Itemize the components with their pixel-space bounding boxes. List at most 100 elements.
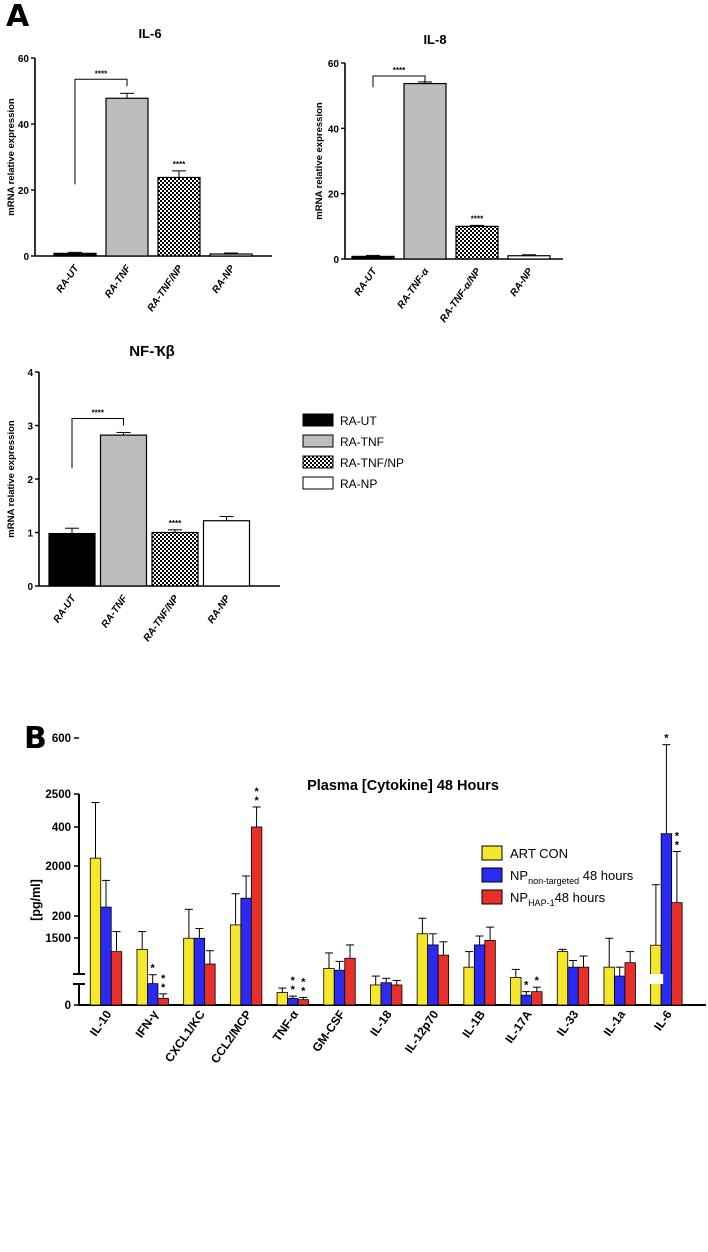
significance-bracket [74, 78, 128, 185]
significance-label: * [254, 786, 259, 798]
significance-label: * [675, 839, 680, 851]
legend-label: RA-UT [340, 414, 377, 428]
y-tick-label: 0 [333, 255, 339, 266]
bar-ra-tnf-np [151, 531, 199, 587]
bar-il-18-s0 [370, 984, 382, 1006]
bar-tnf--s1 [287, 997, 299, 1006]
bar-il-12p70-s0 [416, 933, 429, 1006]
significance-label: **** [95, 69, 108, 78]
panel-b-letter: B [24, 721, 47, 756]
panel-a-legend: RA-UT RA-TNF RA-TNF/NP RA-NP [302, 413, 404, 491]
bar-il-1b-s0 [463, 966, 475, 1006]
bar-ra-tnf- [403, 82, 447, 260]
y-tick-label: 3 [27, 422, 33, 433]
legend-swatch-s0 [481, 845, 503, 861]
bar-il-17a-s0 [510, 977, 522, 1006]
bar-ccl2-mcp-s0 [229, 924, 242, 1006]
significance-label: * [291, 984, 296, 996]
x-tick-label: RA-TNF/NP [142, 593, 182, 644]
x-tick-label: IL-18 [367, 1007, 395, 1038]
bar-gm-csf-s0 [323, 968, 335, 1006]
bar-il-17a-s2 [531, 991, 543, 1006]
x-tick-label: RA-TNF [103, 263, 134, 301]
il6-chart: IL-6 0 20 40 60 mRNA relative expression RA-UT… [6, 26, 272, 314]
x-tick-label: GM-CSF [309, 1008, 348, 1055]
x-tick-label: RA-UT [52, 593, 79, 626]
chart-title: IL-6 [138, 26, 161, 41]
bar-il-33-s1 [567, 966, 579, 1006]
nfkb-chart: NF-Ҡβ 0 1 2 3 4 mRNA relative expression RA-UT R… [6, 343, 280, 644]
x-tick-label: IFN-γ [132, 1007, 161, 1040]
significance-label: **** [92, 408, 105, 417]
x-tick-label: IL-17A [502, 1007, 535, 1045]
x-tick-label: IL-33 [554, 1007, 582, 1038]
y-tick-label: 60 [328, 59, 340, 70]
bar-il-17a-s1 [520, 994, 532, 1006]
x-tick-label: IL-10 [87, 1007, 115, 1038]
bar-il-1a-s2 [624, 962, 636, 1006]
y-tick-label: 40 [18, 120, 30, 131]
bar-il-18-s2 [391, 984, 403, 1006]
bar-il-1a-s1 [614, 975, 626, 1006]
bar-ra-ut [53, 252, 97, 257]
significance-label: * [664, 733, 669, 745]
legend-swatch-s1 [481, 867, 503, 883]
bar-il-12p70-s1 [427, 944, 439, 1006]
significance-label: **** [169, 519, 182, 528]
axis-break-gap [648, 974, 664, 984]
bar-ra-tnf [105, 97, 149, 257]
legend-label: RA-TNF/NP [340, 456, 404, 470]
bar-il-6-s2 [671, 902, 683, 1006]
bar-ra-ut [48, 532, 96, 587]
legend-label: ART CON [510, 846, 568, 861]
panel-a-letter: A [6, 0, 30, 34]
x-tick-label: RA-NP [508, 266, 535, 299]
legend-label-main: NP [510, 890, 528, 905]
legend-label-suffix: 48 hours [555, 890, 606, 905]
bar-ifn--s2 [157, 997, 169, 1006]
x-tick-label: CXCL1/KC [162, 1007, 208, 1064]
x-tick-label: RA-NP [210, 263, 237, 296]
legend-label-subscript: HAP-1 [528, 898, 555, 908]
y-tick-label: 20 [328, 190, 340, 201]
significance-label: * [161, 973, 166, 985]
y-tick-label: 2500 [45, 789, 71, 801]
legend-label-main: ART CON [510, 846, 568, 861]
legend-label-subscript: non-targeted [528, 876, 579, 886]
significance-label: * [535, 975, 540, 987]
bar-ra-np [202, 520, 251, 587]
y-axis-label: mRNA relative expression [6, 98, 17, 216]
bar-il-33-s2 [577, 966, 590, 1006]
legend-swatch-s2 [481, 889, 503, 905]
bar-il-1b-s1 [473, 944, 486, 1006]
chart-title: IL-8 [423, 32, 446, 47]
y-tick-label: 60 [18, 54, 30, 65]
y-tick-label: 20 [18, 186, 30, 197]
legend-swatch-ra-tnf-np [302, 455, 334, 469]
legend-label: RA-TNF [340, 435, 384, 449]
bar-gm-csf-s1 [333, 969, 346, 1006]
y-axis-label: mRNA relative expression [314, 102, 325, 220]
chart-title: Plasma [Cytokine] 48 Hours [307, 778, 499, 794]
significance-label: **** [393, 66, 406, 75]
significance-label: * [301, 976, 306, 988]
bar-ra-tnf-np [157, 176, 201, 257]
significance-label: * [161, 982, 166, 994]
bar-il-10-s1 [100, 906, 112, 1006]
bar-il-10-s2 [110, 951, 123, 1006]
y-tick-label: 0 [65, 1000, 71, 1012]
x-tick-label: IL-6 [651, 1007, 675, 1033]
bar-ccl2-mcp-s1 [240, 897, 252, 1006]
y-tick-label: 400 [52, 822, 71, 834]
legend-label: NPHAP-148 hours [510, 890, 606, 908]
y-tick-label: 0 [23, 252, 29, 263]
y-tick-label: 1500 [45, 933, 71, 945]
x-tick-label: RA-TNF-α/NP [438, 266, 484, 325]
significance-label: * [675, 830, 680, 842]
bar-il-33-s0 [556, 951, 569, 1006]
plasma-cytokine-chart: Plasma [Cytokine] 48 Hours 0 200 400 600 1500… [29, 733, 706, 1066]
bar-tnf--s2 [297, 999, 309, 1006]
bar-ifn--s1 [147, 983, 159, 1006]
bar-il-10-s0 [89, 857, 102, 1006]
